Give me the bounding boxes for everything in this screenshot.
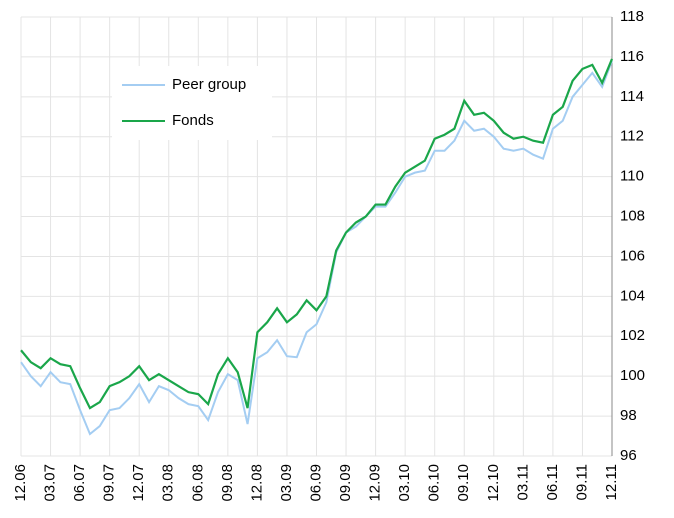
x-tick-label: 12.07 [130,464,147,502]
x-tick-label: 12.11 [603,464,620,500]
x-tick-label: 03.08 [160,464,177,502]
x-tick-label: 06.07 [71,464,88,502]
x-tick-label: 09.08 [219,464,236,502]
x-tick-label: 09.10 [455,464,472,502]
y-tick-label: 106 [620,247,645,264]
x-tick-label: 06.10 [426,464,443,502]
x-tick-label: 12.08 [248,464,265,502]
x-tick-label: 09.11 [573,464,590,500]
x-tick-label: 03.10 [396,464,413,502]
y-tick-label: 100 [620,367,645,384]
x-tick-label: 03.11 [514,464,531,500]
y-tick-label: 102 [620,327,645,344]
y-tick-label: 104 [620,287,645,304]
x-tick-label: 06.09 [307,464,324,502]
x-tick-label: 06.11 [544,464,561,500]
line [20,58,614,410]
y-tick-label: 96 [620,447,637,464]
x-tick-label: 06.08 [189,464,206,502]
x-tick-label: 03.07 [42,464,59,502]
line [20,60,613,436]
y-tick-label: 98 [620,407,637,424]
y-tick-label: 118 [620,8,644,25]
legend-label: Fonds [172,112,214,129]
x-tick-label: 09.07 [101,464,118,502]
x-tick-label: 09.09 [337,464,354,502]
x-tick-label: 12.06 [12,464,29,502]
y-tick-label: 112 [620,128,644,145]
x-tick-label: 12.09 [367,464,384,502]
y-tick-label: 108 [620,208,645,225]
y-tick-label: 110 [620,168,644,185]
x-tick-label: 03.09 [278,464,295,502]
y-tick-label: 114 [620,88,644,105]
x-tick-label: 12.10 [485,464,502,502]
legend-box [112,66,272,140]
legend-label: Peer group [172,76,246,93]
y-tick-label: 116 [620,48,644,65]
